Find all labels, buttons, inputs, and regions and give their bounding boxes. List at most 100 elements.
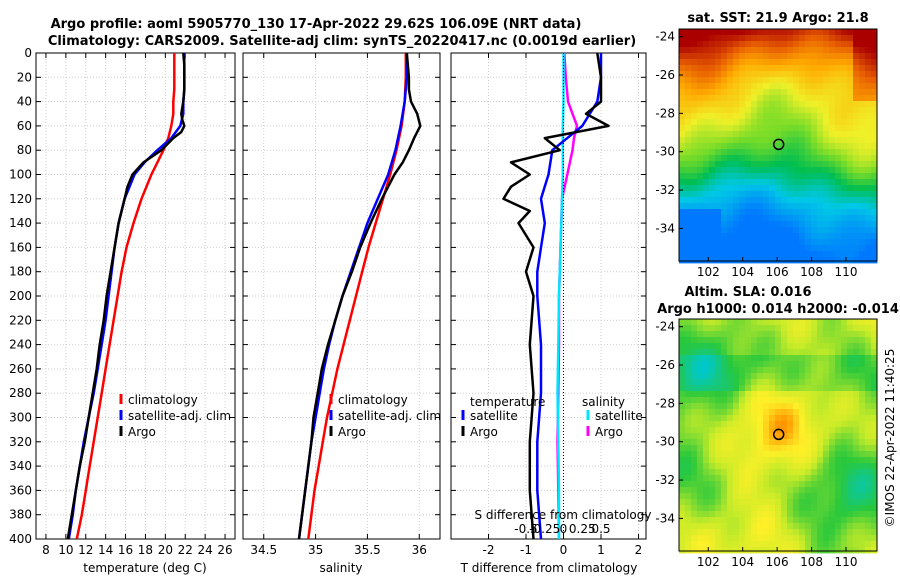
heatmap-cell	[727, 83, 734, 90]
heatmap-cell	[781, 71, 788, 78]
heatmap-cell	[751, 499, 758, 506]
heatmap-cell	[745, 209, 752, 216]
heatmap-cell	[721, 361, 728, 368]
heatmap-cell	[859, 119, 866, 126]
heatmap-cell	[739, 391, 746, 398]
heatmap-cell	[847, 137, 854, 144]
heatmap-cell	[853, 53, 860, 60]
heatmap-cell	[739, 233, 746, 240]
heatmap-cell	[847, 373, 854, 380]
heatmap-cell	[853, 77, 860, 84]
heatmap-cell	[691, 331, 698, 338]
heatmap-cell	[805, 457, 812, 464]
heatmap-cell	[733, 397, 740, 404]
heatmap-cell	[727, 245, 734, 252]
heatmap-cell	[835, 197, 842, 204]
heatmap-cell	[841, 173, 848, 180]
heatmap-cell	[775, 107, 782, 114]
heatmap-cell	[799, 439, 806, 446]
heatmap-cell	[841, 101, 848, 108]
heatmap-cell	[697, 35, 704, 42]
heatmap-cell	[823, 185, 830, 192]
heatmap-cell	[775, 517, 782, 524]
heatmap-cell	[685, 101, 692, 108]
heatmap-cell	[709, 245, 716, 252]
heatmap-cell	[841, 35, 848, 42]
heatmap-cell	[721, 367, 728, 374]
heatmap-cell	[751, 239, 758, 246]
heatmap-cell	[715, 239, 722, 246]
heatmap-cell	[757, 529, 764, 536]
heatmap-cell	[685, 221, 692, 228]
heatmap-cell	[799, 209, 806, 216]
heatmap-cell	[721, 463, 728, 470]
heatmap-cell	[709, 251, 716, 258]
heatmap-cell	[829, 59, 836, 66]
heatmap-cell	[679, 101, 686, 108]
heatmap-cell	[811, 107, 818, 114]
heatmap-cell	[835, 361, 842, 368]
heatmap-cell	[859, 541, 866, 548]
heatmap-cell	[739, 251, 746, 258]
heatmap-cell	[841, 547, 848, 554]
heatmap-cell	[811, 143, 818, 150]
heatmap-cell	[739, 137, 746, 144]
heatmap-cell	[871, 53, 878, 60]
heatmap-cell	[739, 215, 746, 222]
heatmap-cell	[781, 361, 788, 368]
heatmap-cell	[691, 209, 698, 216]
y-tick-label: -34	[655, 511, 675, 525]
heatmap-cell	[841, 77, 848, 84]
heatmap-cell	[781, 403, 788, 410]
heatmap-cell	[715, 403, 722, 410]
heatmap-cell	[817, 403, 824, 410]
heatmap-cell	[871, 343, 878, 350]
heatmap-cell	[709, 391, 716, 398]
heatmap-cell	[853, 397, 860, 404]
heatmap-cell	[709, 463, 716, 470]
heatmap-cell	[871, 481, 878, 488]
heatmap-cell	[841, 385, 848, 392]
heatmap-cell	[763, 535, 770, 542]
heatmap-cell	[733, 83, 740, 90]
heatmap-cell	[859, 185, 866, 192]
heatmap-cell	[763, 131, 770, 138]
heatmap-cell	[757, 125, 764, 132]
heatmap-cell	[691, 373, 698, 380]
heatmap-cell	[865, 101, 872, 108]
heatmap-cell	[835, 41, 842, 48]
heatmap-cell	[793, 349, 800, 356]
heatmap-cell	[817, 185, 824, 192]
heatmap-cell	[769, 251, 776, 258]
legend-label: satellite	[470, 409, 518, 423]
heatmap-cell	[769, 433, 776, 440]
heatmap-cell	[835, 523, 842, 530]
heatmap-cell	[703, 337, 710, 344]
heatmap-cell	[685, 167, 692, 174]
heatmap-cell	[817, 415, 824, 422]
heatmap-cell	[853, 203, 860, 210]
heatmap-cell	[685, 505, 692, 512]
heatmap-cell	[805, 331, 812, 338]
heatmap-cell	[775, 529, 782, 536]
heatmap-cell	[823, 385, 830, 392]
heatmap-cell	[763, 245, 770, 252]
heatmap-cell	[841, 239, 848, 246]
heatmap-cell	[691, 257, 698, 264]
heatmap-cell	[829, 77, 836, 84]
heatmap-cell	[685, 493, 692, 500]
heatmap-cell	[733, 197, 740, 204]
heatmap-cell	[751, 95, 758, 102]
heatmap-cell	[763, 325, 770, 332]
heatmap-cell	[859, 209, 866, 216]
heatmap-cell	[787, 409, 794, 416]
heatmap-cell	[871, 179, 878, 186]
heatmap-cell	[859, 113, 866, 120]
heatmap-cell	[799, 155, 806, 162]
heatmap-cell	[781, 29, 788, 36]
heatmap-cell	[817, 547, 824, 554]
heatmap-cell	[853, 373, 860, 380]
heatmap-cell	[679, 427, 686, 434]
heatmap-cell	[805, 547, 812, 554]
heatmap-cell	[871, 83, 878, 90]
